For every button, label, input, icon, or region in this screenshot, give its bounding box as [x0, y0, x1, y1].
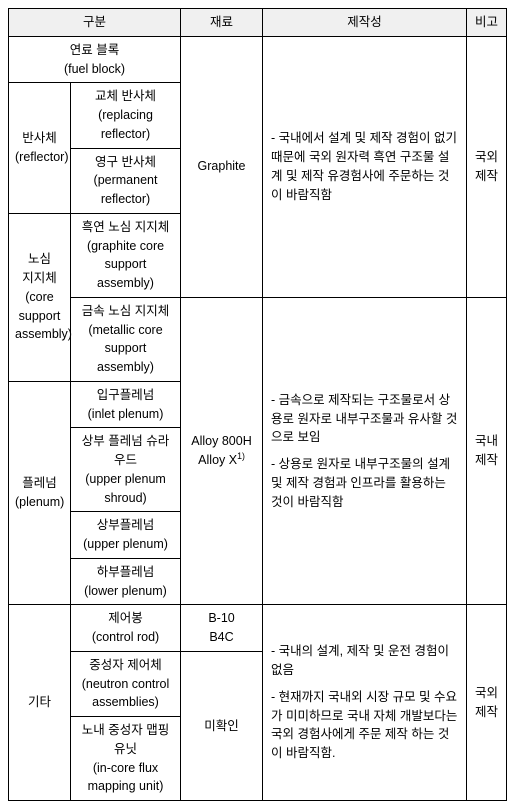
etc-group: 기타	[9, 605, 71, 801]
control-rod-material: B-10B4C	[181, 605, 263, 652]
inlet-plenum-en: (inlet plenum)	[88, 407, 164, 421]
upper-plenum: 상부플레넘 (upper plenum)	[71, 512, 181, 559]
etc-note: 국외제작	[467, 605, 507, 801]
replacing-reflector-kr: 교체 반사체	[95, 89, 156, 103]
lower-plenum-en: (lower plenum)	[84, 584, 167, 598]
inlet-plenum-kr: 입구플레넘	[97, 388, 155, 402]
etc-material2: 미확인	[181, 651, 263, 800]
lower-plenum-kr: 하부플레넘	[97, 565, 155, 579]
alloy-material-sup: 1)	[237, 451, 245, 461]
fuel-block-cell: 연료 블록 (fuel block)	[9, 36, 181, 83]
header-manufacture: 제작성	[263, 9, 467, 37]
flux-mapping: 노내 중성자 맵핑 유닛 (in-core flux mapping unit)	[71, 717, 181, 801]
graphite-material: Graphite	[181, 36, 263, 297]
materials-table: 구분 재료 제작성 비고 연료 블록 (fuel block) Graphite…	[8, 8, 507, 801]
neutron-control: 중성자 제어체 (neutron control assemblies)	[71, 651, 181, 716]
fuel-block-en: (fuel block)	[64, 62, 125, 76]
permanent-reflector-en: (permanent reflector)	[94, 173, 158, 206]
reflector-en: (reflector)	[15, 150, 68, 164]
header-category: 구분	[9, 9, 181, 37]
alloy-desc: - 금속으로 제작되는 구조물로서 상용로 원자로 내부구조물과 유사할 것으로…	[263, 297, 467, 605]
upper-plenum-shroud-kr: 상부 플레넘 슈라우드	[82, 434, 169, 467]
replacing-reflector: 교체 반사체 (replacing reflector)	[71, 83, 181, 148]
alloy-desc1: - 금속으로 제작되는 구조물로서 상용로 원자로 내부구조물과 유사할 것으로…	[271, 391, 458, 447]
metallic-core-support: 금속 노심 지지체 (metallic core support assembl…	[71, 297, 181, 381]
etc-desc2: - 현재까지 국내외 시장 규모 및 수요가 미미하므로 국내 자체 개발보다는…	[271, 688, 458, 763]
control-rod-en: (control rod)	[92, 630, 159, 644]
header-material: 재료	[181, 9, 263, 37]
graphite-core-support-kr: 흑연 노심 지지체	[82, 220, 169, 234]
graphite-desc: - 국내에서 설계 및 제작 경험이 없기 때문에 국외 원자력 흑연 구조물 …	[263, 36, 467, 297]
lower-plenum: 하부플레넘 (lower plenum)	[71, 558, 181, 605]
plenum-group: 플레넘 (plenum)	[9, 381, 71, 605]
alloy-desc2: - 상용로 원자로 내부구조물의 설계 및 제작 경험과 인프라를 활용하는 것…	[271, 455, 458, 511]
fuel-block-kr: 연료 블록	[70, 43, 119, 57]
graphite-note: 국외제작	[467, 36, 507, 297]
upper-plenum-kr: 상부플레넘	[97, 518, 155, 532]
graphite-core-support-en: (graphite core support assembly)	[87, 239, 164, 291]
permanent-reflector-kr: 영구 반사체	[95, 155, 156, 169]
inlet-plenum: 입구플레넘 (inlet plenum)	[71, 381, 181, 428]
control-rod: 제어봉 (control rod)	[71, 605, 181, 652]
reflector-kr: 반사체	[22, 131, 57, 145]
graphite-core-support: 흑연 노심 지지체 (graphite core support assembl…	[71, 213, 181, 297]
metallic-core-support-kr: 금속 노심 지지체	[82, 304, 169, 318]
flux-mapping-en: (in-core flux mapping unit)	[88, 761, 164, 794]
plenum-kr: 플레넘	[22, 476, 57, 490]
replacing-reflector-en: (replacing reflector)	[98, 108, 153, 141]
core-support-group: 노심지지체 (core support assembly)	[9, 213, 71, 381]
metallic-core-support-en: (metallic core support assembly)	[88, 323, 162, 375]
flux-mapping-kr: 노내 중성자 맵핑 유닛	[82, 723, 169, 756]
alloy-material: Alloy 800HAlloy X1)	[181, 297, 263, 605]
neutron-control-kr: 중성자 제어체	[89, 658, 161, 672]
neutron-control-en: (neutron control assemblies)	[82, 677, 170, 710]
core-support-en: (core support assembly)	[15, 290, 72, 342]
control-rod-kr: 제어봉	[108, 611, 143, 625]
etc-desc: - 국내의 설계, 제작 및 운전 경험이 없음 - 현재까지 국내외 시장 규…	[263, 605, 467, 801]
reflector-group: 반사체 (reflector)	[9, 83, 71, 214]
etc-desc1: - 국내의 설계, 제작 및 운전 경험이 없음	[271, 642, 458, 680]
core-support-kr: 노심지지체	[22, 252, 57, 285]
header-note: 비고	[467, 9, 507, 37]
upper-plenum-shroud-en: (upper plenum shroud)	[85, 472, 166, 505]
upper-plenum-shroud: 상부 플레넘 슈라우드 (upper plenum shroud)	[71, 428, 181, 512]
permanent-reflector: 영구 반사체 (permanent reflector)	[71, 148, 181, 213]
upper-plenum-en: (upper plenum)	[83, 537, 168, 551]
graphite-desc-text: - 국내에서 설계 및 제작 경험이 없기 때문에 국외 원자력 흑연 구조물 …	[271, 129, 458, 204]
plenum-en: (plenum)	[15, 495, 64, 509]
alloy-note: 국내제작	[467, 297, 507, 605]
